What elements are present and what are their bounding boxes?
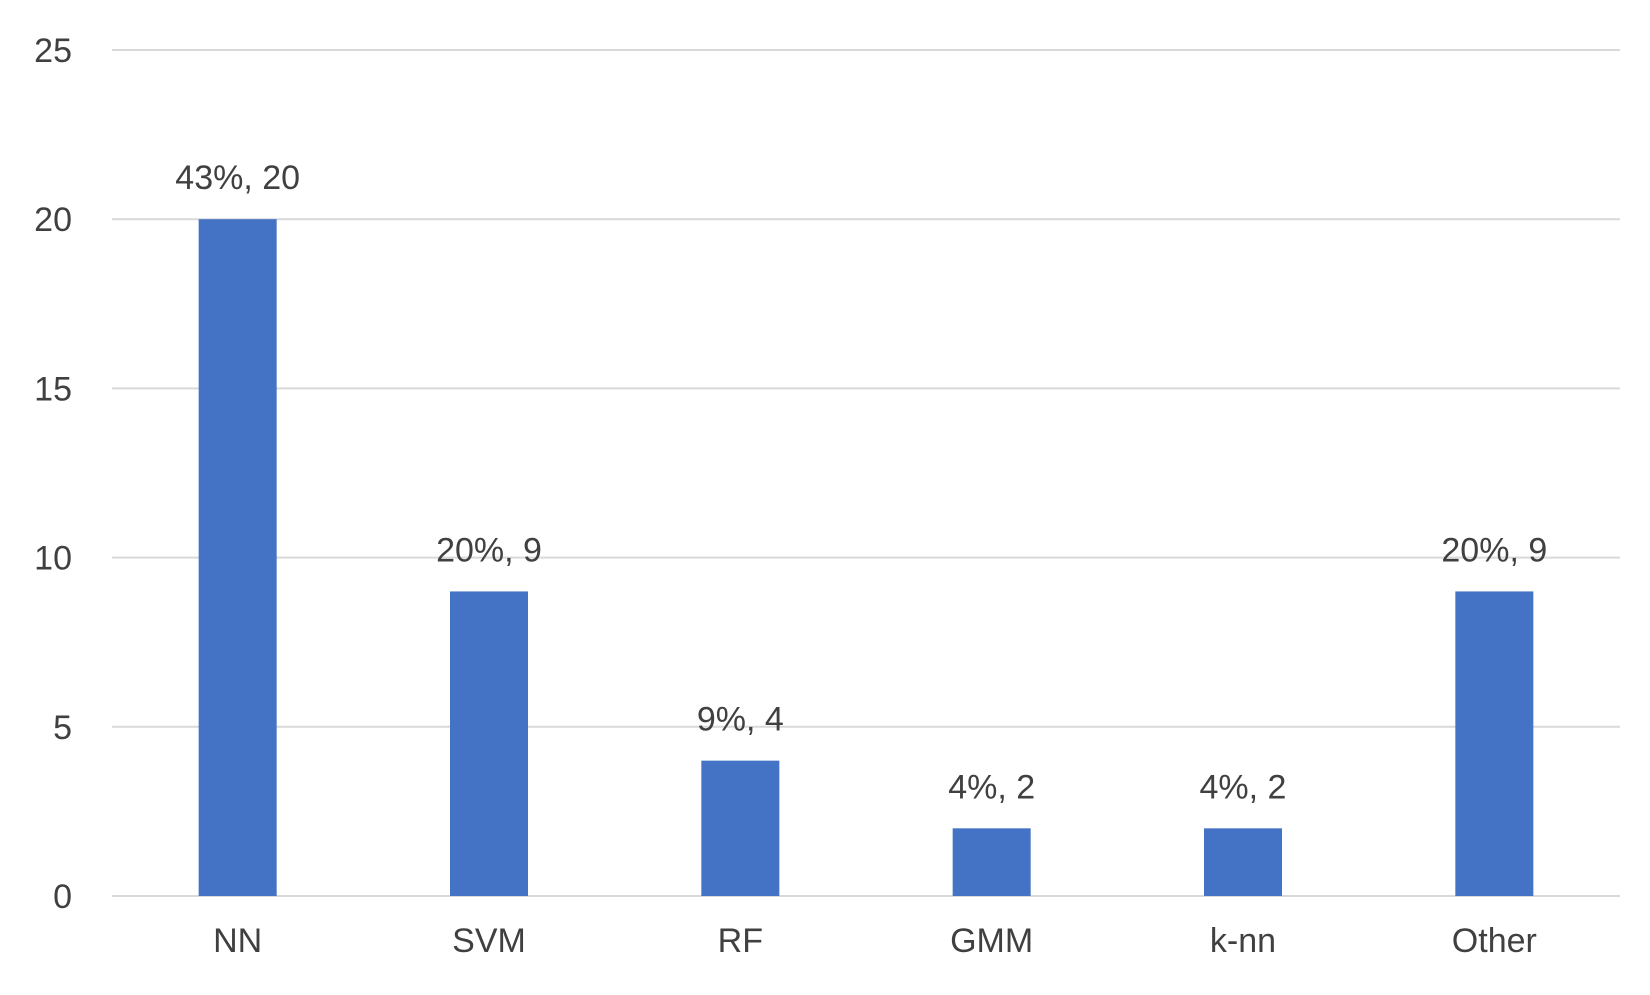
gridlines bbox=[112, 49, 1620, 897]
y-tick-label: 25 bbox=[34, 32, 72, 70]
bar-rf bbox=[701, 760, 780, 896]
y-tick-label: 20 bbox=[34, 201, 72, 239]
y-axis-tick-labels: 0 5 10 15 20 25 bbox=[34, 32, 72, 916]
data-label: 4%, 2 bbox=[948, 768, 1035, 806]
x-category-label: RF bbox=[718, 922, 763, 960]
data-label: 20%, 9 bbox=[1441, 531, 1547, 569]
y-tick-label: 10 bbox=[34, 540, 72, 578]
x-category-label: Other bbox=[1452, 922, 1537, 960]
bar-nn bbox=[198, 219, 277, 896]
x-category-label: NN bbox=[213, 922, 262, 960]
data-label: 9%, 4 bbox=[697, 701, 784, 739]
y-tick-label: 0 bbox=[53, 878, 72, 916]
bar-gmm bbox=[952, 828, 1031, 896]
data-labels: 43%, 20 20%, 9 9%, 4 4%, 2 4%, 2 20%, 9 bbox=[175, 159, 1547, 806]
x-axis-category-labels: NN SVM RF GMM k-nn Other bbox=[213, 922, 1537, 960]
data-label: 43%, 20 bbox=[175, 159, 300, 197]
bar-svm bbox=[450, 591, 528, 896]
data-label: 4%, 2 bbox=[1200, 768, 1287, 806]
x-category-label: k-nn bbox=[1210, 922, 1276, 960]
bar-other bbox=[1455, 591, 1534, 896]
x-category-label: GMM bbox=[950, 922, 1033, 960]
bars bbox=[198, 219, 1534, 896]
y-tick-label: 15 bbox=[34, 370, 72, 408]
x-category-label: SVM bbox=[452, 922, 526, 960]
y-tick-label: 5 bbox=[53, 709, 72, 747]
bar-k-nn bbox=[1204, 828, 1282, 896]
data-label: 20%, 9 bbox=[436, 531, 542, 569]
